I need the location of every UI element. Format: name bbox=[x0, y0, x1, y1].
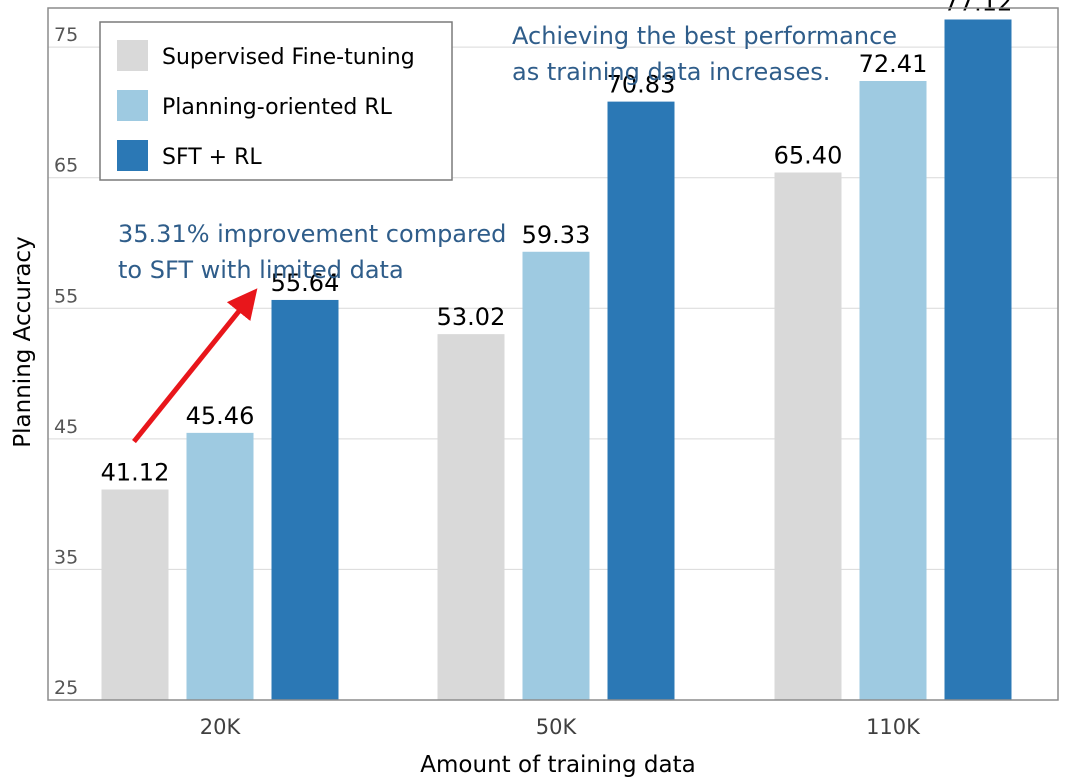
legend-label: SFT + RL bbox=[162, 145, 262, 170]
data-label: 45.46 bbox=[186, 402, 255, 430]
y-tick-label: 55 bbox=[54, 285, 78, 307]
data-label: 72.41 bbox=[859, 50, 928, 78]
y-tick-label: 35 bbox=[54, 546, 78, 568]
y-tick-label: 45 bbox=[54, 416, 78, 438]
y-axis-label: Planning Accuracy bbox=[10, 236, 36, 447]
bars bbox=[101, 19, 1012, 701]
legend: Supervised Fine-tuning Planning-oriented … bbox=[99, 21, 453, 181]
x-axis-label: Amount of training data bbox=[420, 752, 695, 778]
y-tick-label: 75 bbox=[54, 24, 78, 46]
annotation-text: to SFT with limited data bbox=[118, 256, 404, 284]
bar bbox=[859, 80, 927, 701]
data-label: 59.33 bbox=[522, 221, 591, 249]
annotations: 35.31% improvement compared to SFT with l… bbox=[118, 22, 897, 284]
bar bbox=[437, 334, 505, 700]
bar bbox=[186, 432, 254, 700]
x-axis-ticks: 20K 50K 110K bbox=[200, 715, 921, 739]
bar bbox=[774, 172, 842, 701]
x-tick-label: 50K bbox=[536, 715, 578, 739]
data-label: 70.83 bbox=[607, 71, 676, 99]
annotation-text: 35.31% improvement compared bbox=[118, 220, 506, 248]
legend-box bbox=[99, 21, 453, 181]
x-tick-label: 110K bbox=[866, 715, 921, 739]
data-label: 65.40 bbox=[774, 142, 843, 170]
bar bbox=[101, 489, 169, 700]
legend-label: Planning-oriented RL bbox=[162, 95, 393, 120]
y-axis-ticks: 25 35 45 55 65 75 bbox=[54, 24, 78, 699]
plot-frame bbox=[47, 7, 1059, 701]
legend-swatch bbox=[117, 90, 148, 121]
annotation-text: as training data increases. bbox=[512, 58, 830, 86]
y-tick-label: 65 bbox=[54, 155, 78, 177]
bar bbox=[522, 251, 590, 701]
annotation-text: Achieving the best performance bbox=[512, 22, 897, 50]
x-tick-label: 20K bbox=[200, 715, 242, 739]
data-label: 53.02 bbox=[437, 303, 506, 331]
bar bbox=[607, 101, 675, 701]
improvement-arrow bbox=[132, 288, 258, 444]
legend-swatch bbox=[117, 40, 148, 71]
data-label: 41.12 bbox=[101, 459, 170, 487]
legend-swatch bbox=[117, 140, 148, 171]
legend-label: Supervised Fine-tuning bbox=[162, 45, 415, 70]
bar bbox=[944, 19, 1012, 701]
y-tick-label: 25 bbox=[54, 677, 78, 699]
bar bbox=[271, 299, 339, 700]
data-label: 55.64 bbox=[271, 269, 340, 297]
